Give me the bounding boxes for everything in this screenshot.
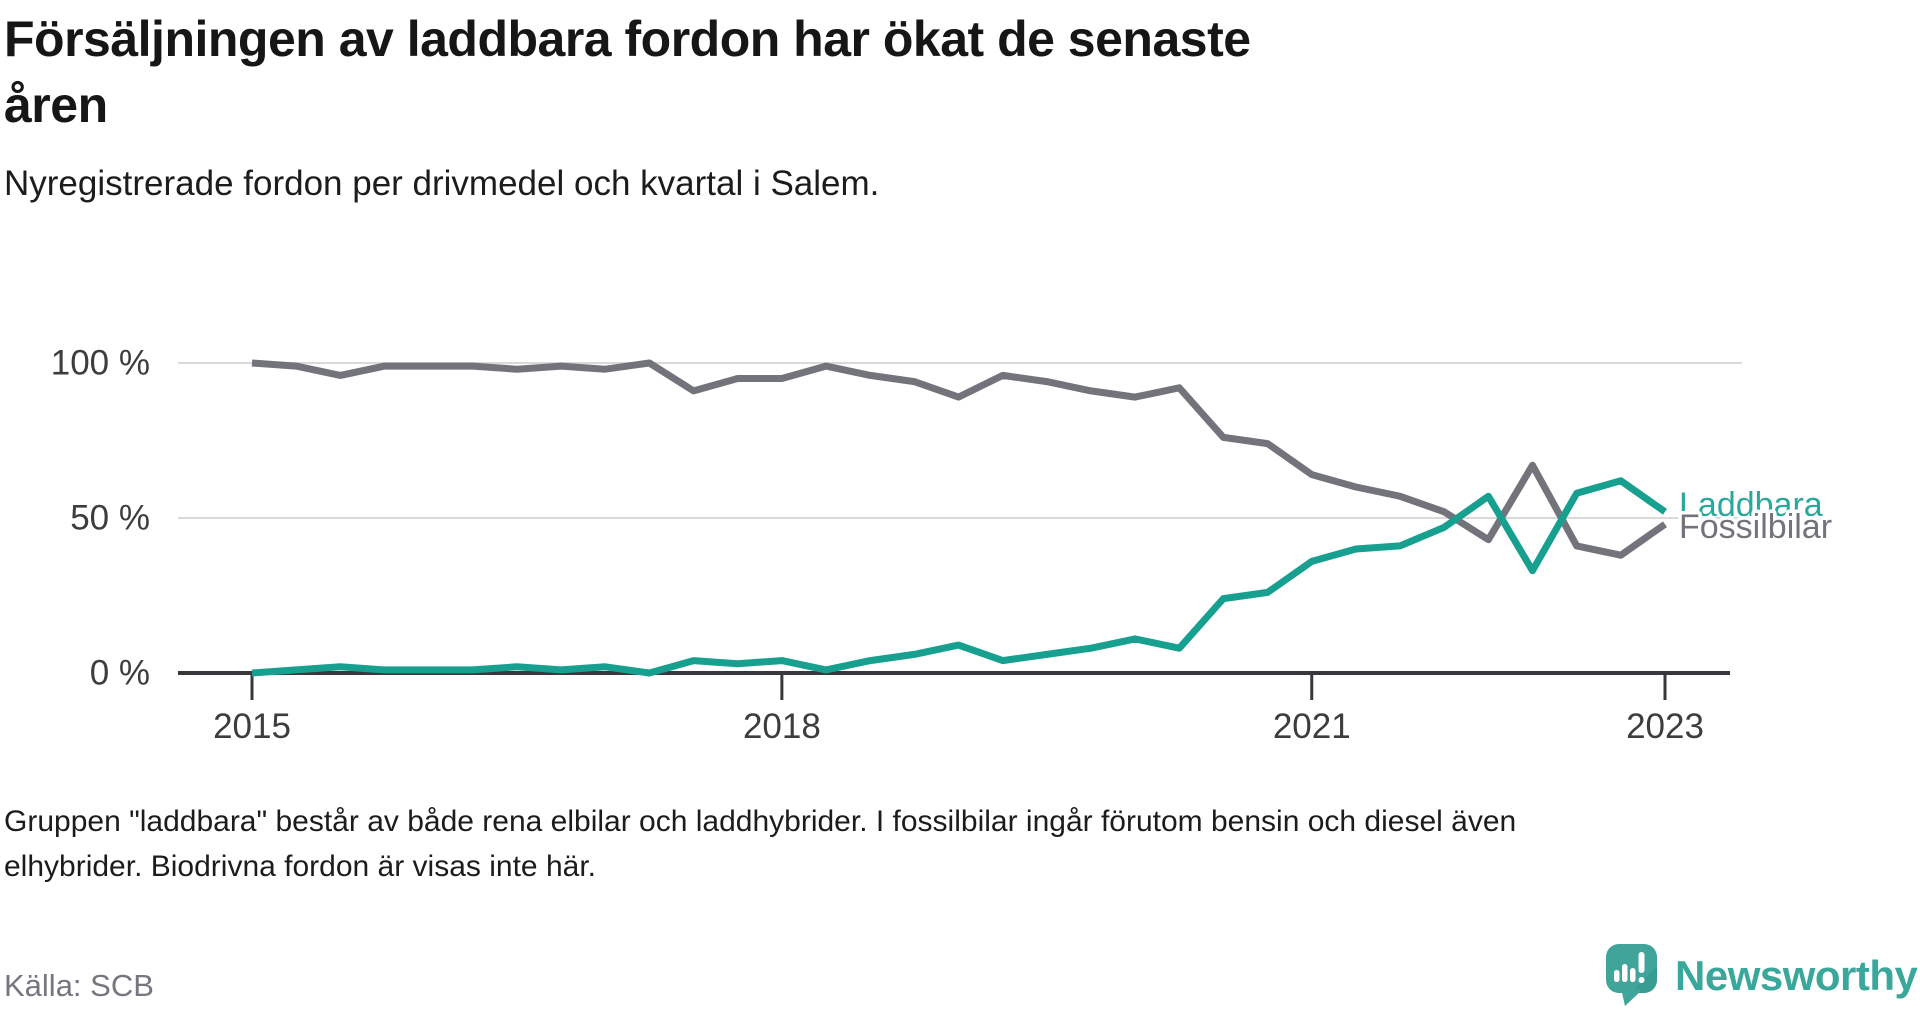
x-tick-label: 2021 (1273, 707, 1351, 746)
x-tick-label: 2018 (743, 707, 821, 746)
chart-footnote-line2: elhybrider. Biodrivna fordon är visas in… (4, 850, 596, 883)
newsworthy-wordmark: Newsworthy (1675, 952, 1918, 999)
fossilbilar-line (251, 359, 1668, 559)
chart-footnote-line1: Gruppen "laddbara" består av både rena e… (4, 805, 1517, 838)
x-tick-label: 2023 (1626, 707, 1704, 746)
exclamation-dot (1638, 977, 1645, 983)
chart-title-line2: åren (4, 77, 108, 133)
exclamation-bar (1638, 952, 1645, 973)
series-label-fossilbilar: Fossilbilar (1679, 508, 1832, 546)
chart-title-line1: Försäljningen av laddbara fordon har öka… (4, 11, 1251, 67)
newsworthy-logo: Newsworthy (1606, 944, 1918, 1008)
y-tick-label: 100 % (51, 344, 150, 383)
chart-title: Försäljningen av laddbara fordon har öka… (4, 6, 1564, 138)
y-tick-label: 50 % (70, 499, 150, 538)
source-label: Källa: SCB (4, 968, 154, 1003)
x-tick-label: 2015 (213, 707, 291, 746)
bar-chart-glyph (1614, 952, 1645, 983)
chart-footnote: Gruppen "laddbara" består av både rena e… (4, 799, 1516, 889)
chart-subtitle: Nyregistrerade fordon per drivmedel och … (4, 164, 880, 203)
y-tick-label: 0 % (90, 654, 150, 693)
newsworthy-bubble-icon (1606, 944, 1657, 1006)
series-label-laddbara: Laddbara (1679, 486, 1823, 524)
laddbara-line (251, 477, 1668, 677)
